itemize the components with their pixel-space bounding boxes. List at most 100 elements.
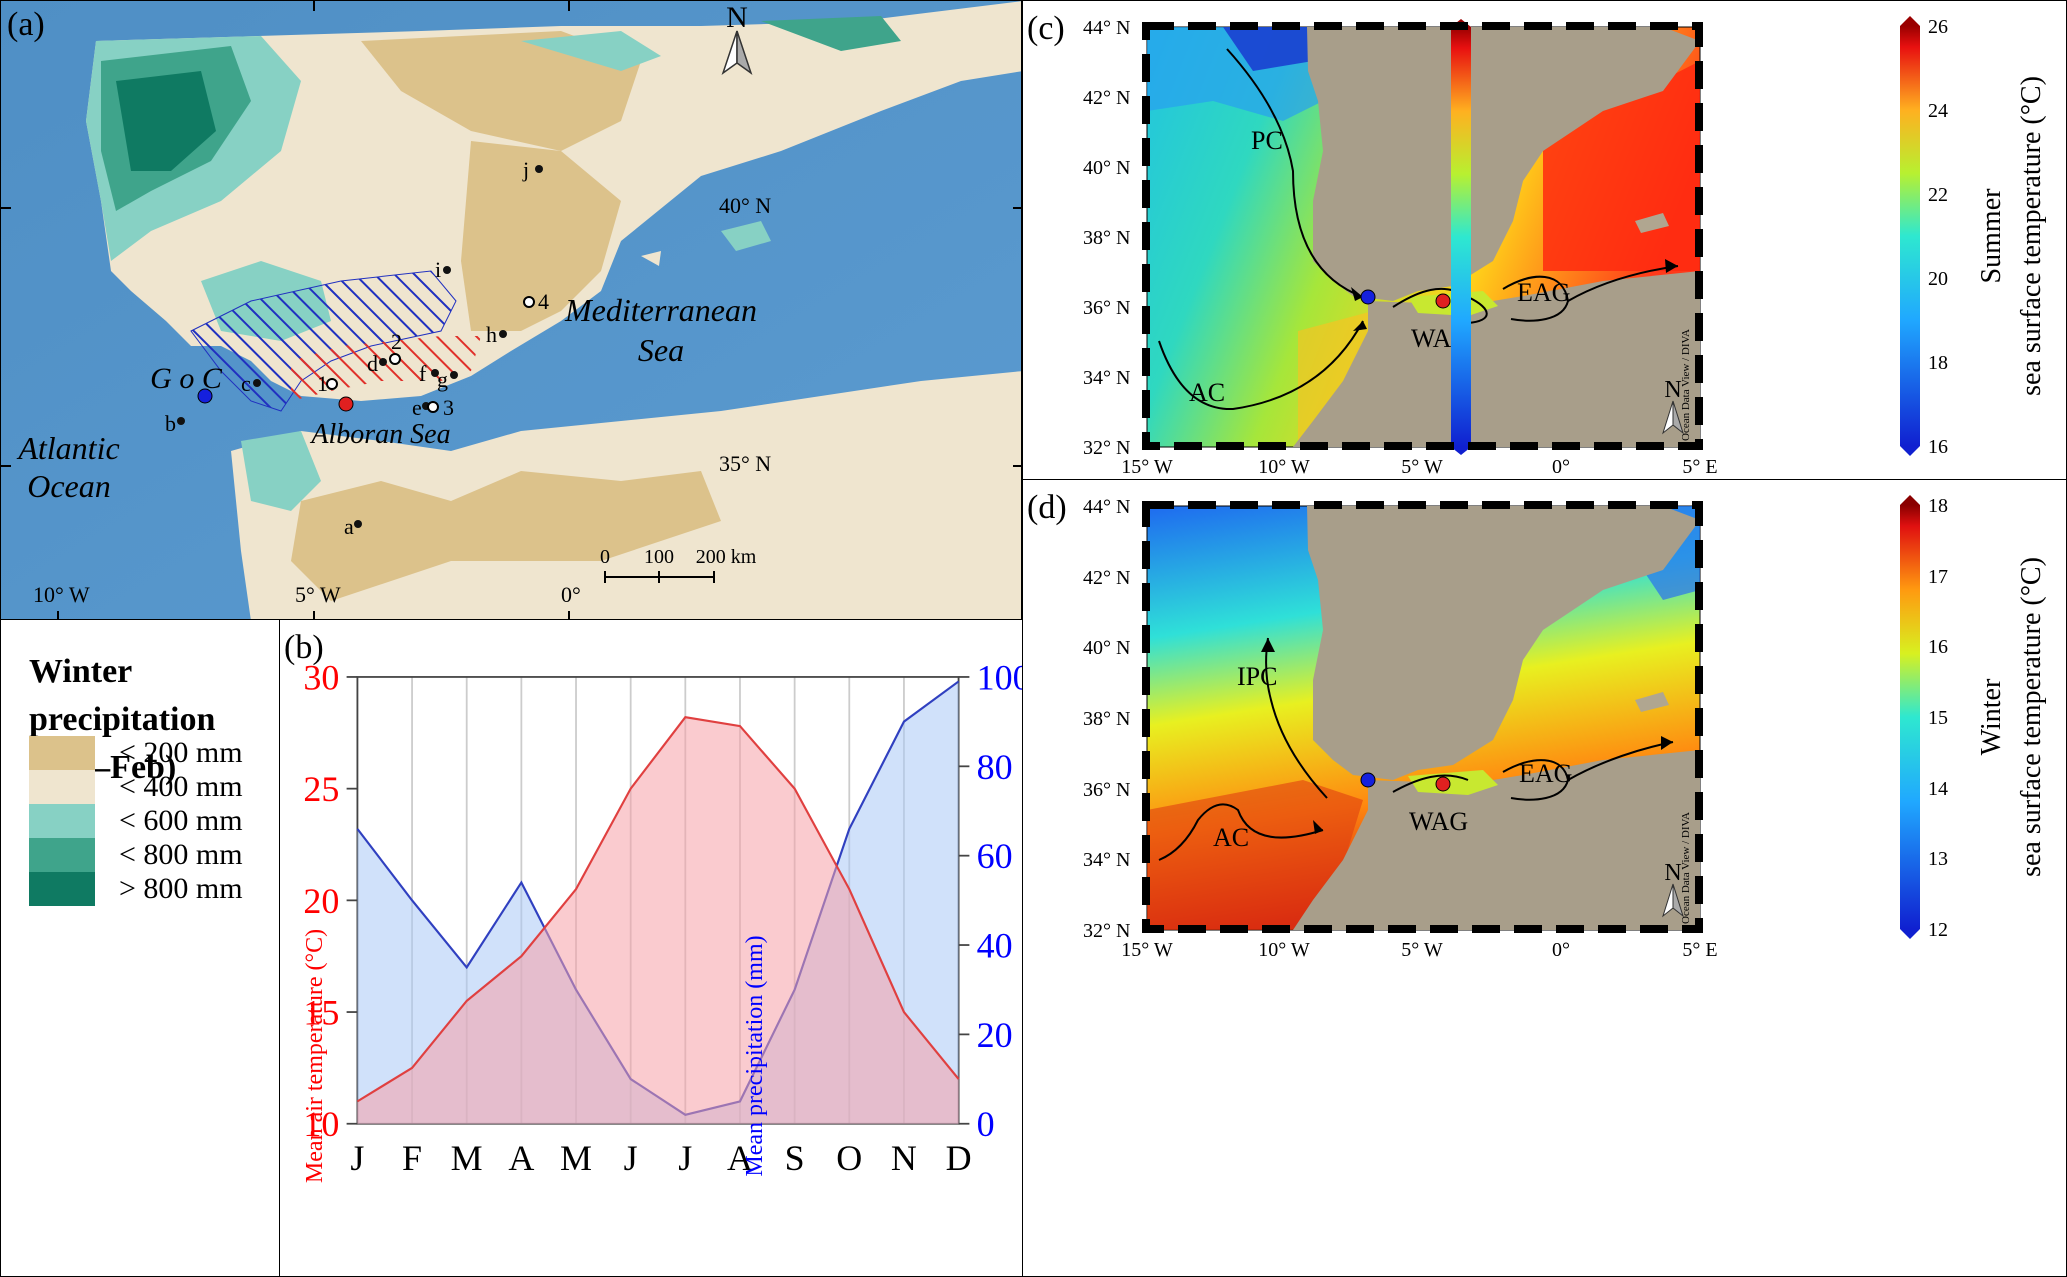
- month-label: A: [727, 1138, 753, 1178]
- temperature-area: [357, 717, 959, 1124]
- legend-item: < 200 mm: [29, 734, 243, 772]
- svg-text:32° N: 32° N: [1083, 437, 1130, 459]
- svg-text:10° W: 10° W: [1258, 456, 1310, 478]
- svg-text:34° N: 34° N: [1083, 849, 1130, 871]
- svg-text:34° N: 34° N: [1083, 367, 1130, 389]
- month-label: F: [402, 1138, 422, 1178]
- svg-text:N: N: [1664, 860, 1681, 886]
- svg-text:2: 2: [391, 329, 402, 354]
- month-label: A: [508, 1138, 534, 1178]
- goc-core-marker: [197, 388, 213, 404]
- panel-c-label: (c): [1027, 10, 1065, 47]
- svg-text:N: N: [1664, 377, 1681, 403]
- precipitation-legend: Winter precipitation (Oct–Feb) < 200 mm …: [0, 619, 280, 1277]
- svg-text:AC: AC: [1189, 378, 1225, 407]
- svg-text:36° N: 36° N: [1083, 779, 1130, 801]
- scale-bar: 0 100 200 km: [600, 546, 757, 583]
- month-label: J: [678, 1138, 692, 1178]
- svg-text:40° N: 40° N: [1083, 157, 1130, 179]
- panel-b-label: (b): [284, 629, 324, 666]
- svg-text:38° N: 38° N: [1083, 227, 1130, 249]
- svg-text:5° W: 5° W: [1401, 939, 1443, 961]
- goc-core-marker: [1360, 772, 1376, 788]
- right-tick-label: 100: [977, 658, 1023, 698]
- legend-item: < 600 mm: [29, 802, 243, 840]
- alboran-core-marker: [338, 396, 354, 412]
- svg-text:d: d: [367, 351, 378, 376]
- svg-text:44° N: 44° N: [1083, 17, 1130, 39]
- svg-text:0: 0: [600, 546, 610, 568]
- mediterranean-label: Mediterranean: [564, 292, 757, 328]
- month-label: S: [785, 1138, 805, 1178]
- panel-d-winter-sst: (d) IPC AC WAG EAG Ocean Data View / DIV…: [1022, 479, 2067, 1277]
- svg-text:1: 1: [317, 371, 328, 396]
- site-markers: a b c d e f g h i j 1 2 3 4: [165, 157, 549, 539]
- svg-text:40° N: 40° N: [1083, 637, 1130, 659]
- panel-b-chart: (b) 1015202530020406080100JFMAMJJASOND M…: [279, 619, 1023, 1277]
- svg-text:42° N: 42° N: [1083, 87, 1130, 109]
- svg-text:h: h: [486, 322, 497, 347]
- svg-text:35° N: 35° N: [719, 451, 771, 476]
- atlantic-label: Atlantic: [16, 430, 119, 466]
- panel-c-summer-sst: (c) PC AC WAG EAG Ocean Data View / DIVA…: [1022, 0, 2067, 480]
- svg-text:200 km: 200 km: [696, 546, 757, 568]
- odv-credit: Ocean Data View / DIVA: [1680, 329, 1692, 441]
- svg-text:5° E: 5° E: [1682, 939, 1717, 961]
- month-label: J: [624, 1138, 638, 1178]
- svg-text:42° N: 42° N: [1083, 567, 1130, 589]
- panel-d-label: (d): [1027, 489, 1067, 526]
- odv-credit: Ocean Data View / DIVA: [1680, 812, 1692, 924]
- month-label: M: [451, 1138, 483, 1178]
- panel-a-graticule-labels: 40° N 35° N 10° W 5° W 0°: [1, 1, 1021, 619]
- alboran-core-marker: [1435, 293, 1451, 309]
- svg-text:5° W: 5° W: [1401, 456, 1443, 478]
- alboran-label: Alboran Sea: [309, 419, 450, 450]
- left-tick-label: 15: [303, 993, 339, 1033]
- ocean-label: Ocean: [27, 468, 111, 504]
- alboran-core-marker: [1435, 776, 1451, 792]
- svg-text:a: a: [344, 514, 354, 539]
- colorbar-c: [1451, 19, 1471, 455]
- svg-text:36° N: 36° N: [1083, 297, 1130, 319]
- svg-text:44° N: 44° N: [1083, 496, 1130, 518]
- left-tick-label: 30: [303, 658, 339, 698]
- svg-text:g: g: [437, 367, 448, 392]
- southeast-basin: [291, 336, 481, 401]
- svg-text:EAG: EAG: [1517, 278, 1570, 307]
- panel-d-axis-labels: 44° N 42° N 40° N 38° N 36° N 34° N 32° …: [1083, 496, 1718, 961]
- legend-item: < 800 mm: [29, 836, 243, 874]
- svg-text:10° W: 10° W: [1258, 939, 1310, 961]
- svg-text:EAG: EAG: [1519, 759, 1572, 788]
- month-label: O: [836, 1138, 862, 1178]
- goc-label: G o C: [150, 362, 223, 395]
- right-tick-label: 80: [977, 747, 1013, 787]
- north-arrow: N: [721, 1, 753, 75]
- right-tick-label: 60: [977, 836, 1013, 876]
- svg-text:0°: 0°: [561, 582, 581, 607]
- svg-text:f: f: [419, 361, 427, 386]
- left-tick-label: 10: [303, 1104, 339, 1144]
- right-tick-label: 20: [977, 1015, 1013, 1055]
- svg-text:3: 3: [443, 395, 454, 420]
- svg-text:j: j: [522, 157, 529, 182]
- right-tick-label: 40: [977, 926, 1013, 966]
- panel-c-axis-labels: 44° N 42° N 40° N 38° N 36° N 34° N 32° …: [1083, 17, 1718, 478]
- left-tick-label: 25: [303, 769, 339, 809]
- svg-text:AC: AC: [1213, 823, 1249, 852]
- legend-item: > 800 mm: [29, 870, 243, 908]
- svg-text:5° W: 5° W: [295, 582, 341, 607]
- month-label: J: [350, 1138, 364, 1178]
- month-label: N: [891, 1138, 917, 1178]
- goc-core-marker: [1360, 289, 1376, 305]
- left-tick-label: 20: [303, 881, 339, 921]
- svg-text:100: 100: [644, 546, 674, 568]
- svg-text:40° N: 40° N: [719, 193, 771, 218]
- svg-text:38° N: 38° N: [1083, 708, 1130, 730]
- panel-a-map: (a) N G o C Atlantic Ocean Mediterranean…: [0, 0, 1022, 620]
- svg-text:4: 4: [538, 289, 549, 314]
- sea-label: Sea: [638, 332, 684, 368]
- panel-a-label: (a): [7, 6, 45, 43]
- right-axis-title: Mean precipitation (mm): [742, 935, 768, 1176]
- svg-text:N: N: [726, 1, 748, 34]
- svg-text:0°: 0°: [1552, 456, 1570, 478]
